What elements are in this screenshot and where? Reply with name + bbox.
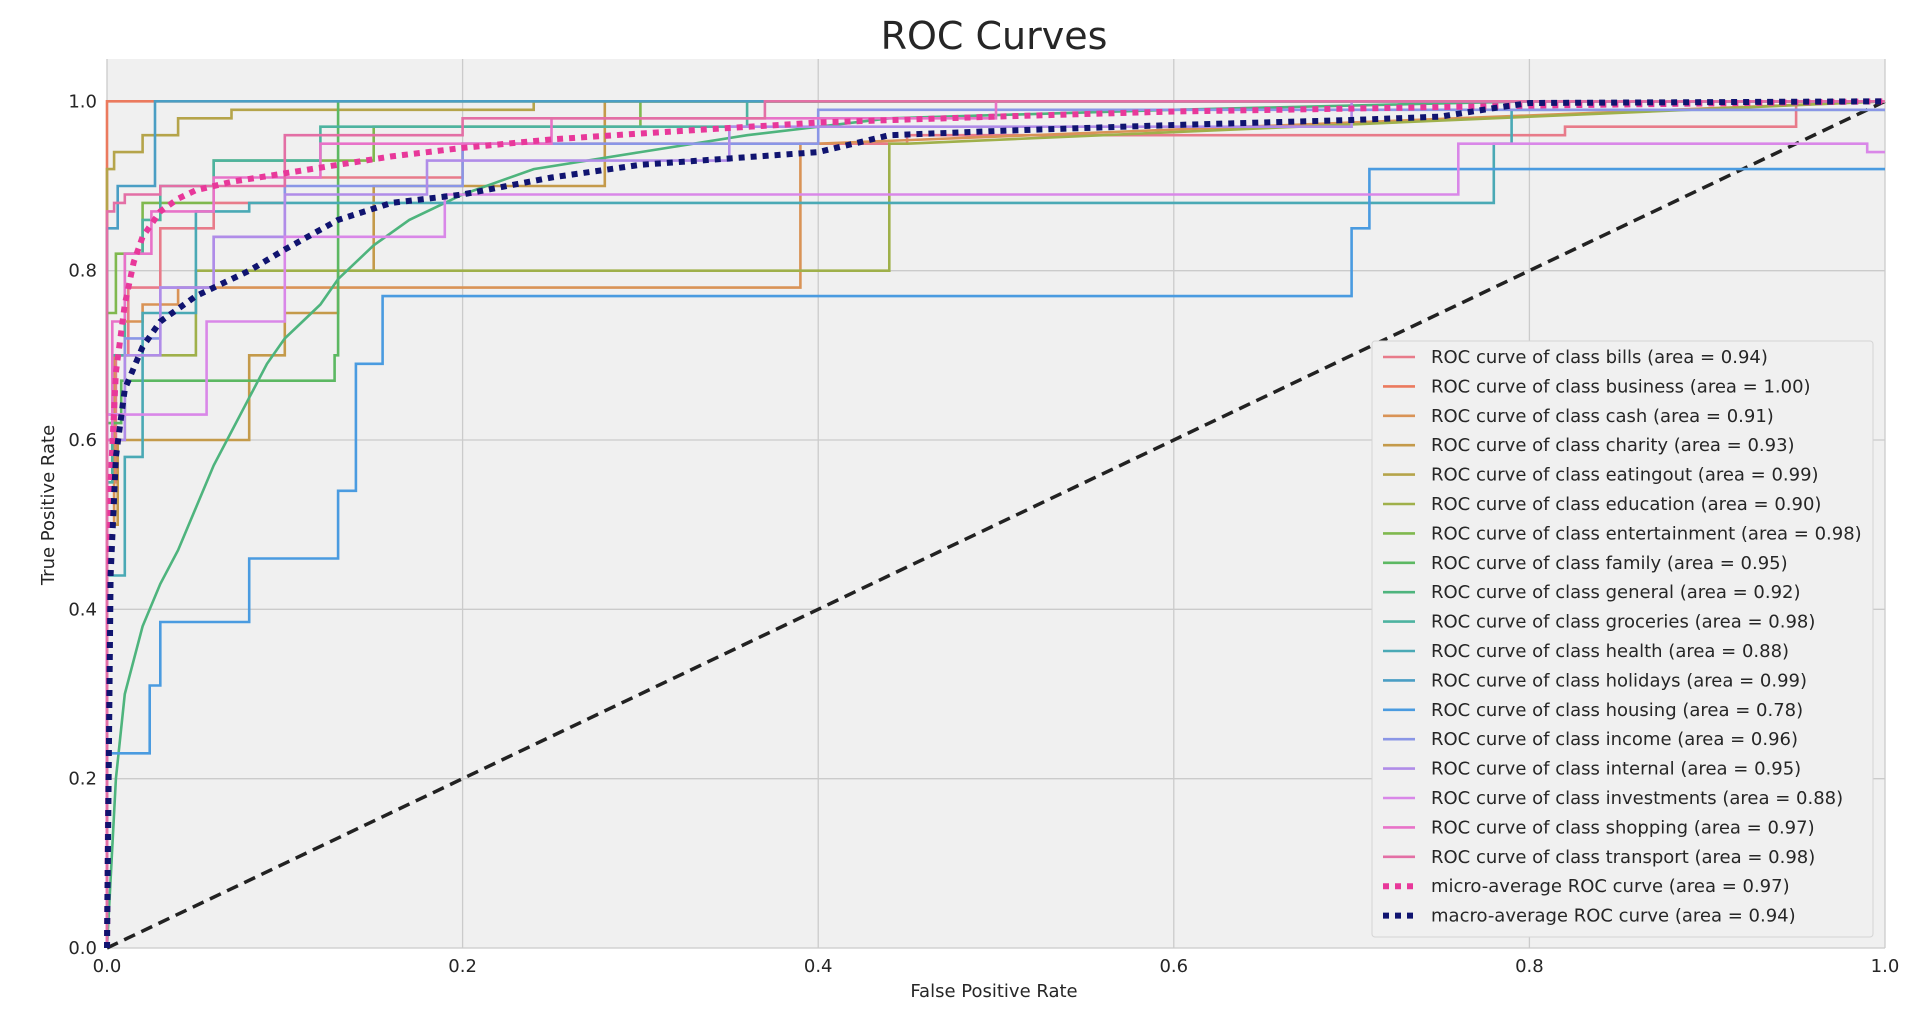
y-tick-label: 1.0 [68, 91, 97, 112]
legend-label: ROC curve of class internal (area = 0.95… [1431, 759, 1801, 780]
legend-label: ROC curve of class groceries (area = 0.9… [1431, 612, 1815, 633]
y-tick-label: 0.8 [68, 261, 97, 282]
x-tick-label: 0.6 [1159, 956, 1188, 977]
legend-label: ROC curve of class eatingout (area = 0.9… [1431, 465, 1819, 486]
reference-diagonal-line [106, 99, 1886, 950]
legend-label: micro-average ROC curve (area = 0.97) [1431, 876, 1790, 897]
legend-label: ROC curve of class housing (area = 0.78) [1431, 700, 1803, 721]
x-tick-label: 1.0 [1871, 956, 1900, 977]
x-tick-label: 0.0 [93, 956, 122, 977]
legend-label: ROC curve of class holidays (area = 0.99… [1431, 670, 1807, 691]
legend-label: ROC curve of class shopping (area = 0.97… [1431, 817, 1815, 838]
roc-series-19 [104, 98, 1886, 949]
y-tick-label: 0.6 [68, 430, 97, 451]
legend-label: ROC curve of class education (area = 0.9… [1431, 494, 1821, 515]
x-axis-label: False Positive Rate [910, 981, 1077, 1002]
legend-label: ROC curve of class charity (area = 0.93) [1431, 435, 1795, 456]
roc-series-12 [105, 167, 1885, 948]
legend-label: ROC curve of class bills (area = 0.94) [1431, 347, 1768, 368]
series-group [104, 98, 1886, 950]
legend-label: ROC curve of class income (area = 0.96) [1431, 729, 1798, 750]
legend-label: ROC curve of class transport (area = 0.9… [1431, 847, 1815, 868]
x-tick-label: 0.2 [448, 956, 477, 977]
legend-label: macro-average ROC curve (area = 0.94) [1431, 906, 1796, 927]
legend-label: ROC curve of class cash (area = 0.91) [1431, 406, 1774, 427]
legend: ROC curve of class bills (area = 0.94) RO… [1371, 340, 1874, 938]
roc-series-17 [105, 100, 1885, 948]
legend-label: ROC curve of class general (area = 0.92) [1431, 582, 1801, 603]
legend-label: ROC curve of class investments (area = 0… [1431, 788, 1843, 809]
tick-labels: 0.0 0.2 0.4 0.6 0.8 1.0 0.0 0.2 0.4 0.6 0.8 1.0 [68, 91, 1899, 977]
roc-series-11 [105, 100, 1885, 948]
roc-series-8 [105, 100, 1885, 949]
x-tick-label: 0.8 [1515, 956, 1544, 977]
y-tick-label: 0.0 [68, 938, 97, 959]
roc-series-18 [104, 98, 1886, 949]
legend-label: ROC curve of class health (area = 0.88) [1431, 641, 1789, 662]
y-tick-label: 0.2 [68, 769, 97, 790]
chart-title: ROC Curves [881, 14, 1108, 58]
legend-label: ROC curve of class family (area = 0.95) [1431, 553, 1788, 574]
y-tick-label: 0.4 [68, 599, 97, 620]
legend-label: ROC curve of class business (area = 1.00… [1431, 376, 1811, 397]
y-axis-label: True Positive Rate [38, 425, 59, 586]
legend-box [1371, 340, 1874, 938]
roc-series-4 [105, 100, 1885, 948]
roc-series-15 [105, 142, 1885, 948]
legend-label: ROC curve of class entertainment (area =… [1431, 523, 1862, 544]
x-tick-label: 0.4 [804, 956, 833, 977]
